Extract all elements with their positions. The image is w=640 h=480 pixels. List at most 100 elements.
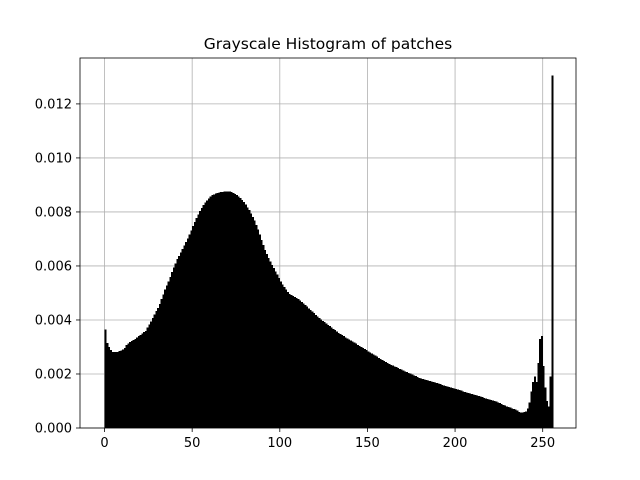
x-tick-label: 100: [267, 436, 292, 451]
histogram-bar: [132, 340, 135, 428]
histogram-bar: [437, 383, 440, 428]
histogram-bar: [416, 376, 419, 428]
histogram-bar: [241, 200, 244, 428]
histogram-bar: [488, 399, 491, 428]
histogram-bar: [449, 387, 452, 428]
histogram-bar: [346, 338, 349, 428]
histogram-bar: [297, 298, 300, 428]
histogram-bar: [528, 402, 531, 428]
plot-frame: [79, 57, 577, 429]
histogram-bar: [455, 389, 458, 428]
histogram-bar: [165, 285, 168, 428]
histogram-bar: [260, 239, 263, 428]
histogram-bar: [183, 245, 186, 428]
histogram-bar: [139, 334, 142, 428]
histogram-bar: [257, 229, 260, 428]
histogram-bar: [514, 409, 517, 428]
histogram-bar: [246, 207, 249, 428]
histogram-bar: [164, 289, 167, 428]
histogram-bar: [332, 328, 335, 428]
histogram-bar: [337, 332, 340, 428]
histogram-bar: [192, 225, 195, 428]
histogram-bar: [230, 192, 233, 428]
histogram-bar: [143, 332, 146, 428]
histogram-bar: [490, 399, 493, 428]
histogram-bar: [509, 407, 512, 428]
histogram-bar: [532, 382, 535, 428]
histogram-bar: [122, 349, 125, 428]
histogram-bar: [393, 366, 396, 428]
histogram-bar: [288, 293, 291, 428]
histogram-bar: [491, 400, 494, 428]
histogram-bar: [413, 375, 416, 428]
histogram-bar: [171, 271, 174, 428]
histogram-bar: [395, 367, 398, 428]
histogram-bar: [216, 193, 219, 428]
histogram-bar: [453, 388, 456, 428]
histogram-bar: [225, 191, 228, 428]
histogram-bar: [195, 218, 198, 428]
histogram-bar: [476, 395, 479, 428]
y-tick-label: 0.008: [35, 205, 72, 220]
histogram-bar: [169, 276, 172, 428]
histogram-bar: [435, 383, 438, 428]
histogram-bar: [400, 369, 403, 428]
y-tick-label: 0.002: [35, 367, 72, 382]
histogram-bar: [115, 352, 118, 428]
histogram-bar: [320, 319, 323, 428]
x-axis-ticks: 0 50 100 150 200 250: [100, 428, 555, 451]
histogram-bar: [200, 207, 203, 428]
histogram-bar: [418, 377, 421, 428]
histogram-bar: [414, 376, 417, 428]
histogram-bar: [344, 337, 347, 428]
histogram-bar: [178, 255, 181, 428]
histogram-bar: [314, 314, 317, 428]
histogram-bar: [411, 374, 414, 428]
histogram-bar: [127, 343, 130, 428]
histogram-bar: [199, 211, 202, 428]
histogram-bar: [539, 338, 542, 428]
histogram-bar: [432, 382, 435, 428]
histogram-bar: [179, 252, 182, 428]
histogram-bar: [525, 411, 528, 428]
histogram-bar: [444, 385, 447, 428]
histogram-bar: [157, 307, 160, 428]
histogram-bar: [355, 343, 358, 428]
y-tick-label: 0.010: [35, 151, 72, 166]
histogram-bar: [234, 194, 237, 428]
histogram-bar: [272, 268, 275, 428]
histogram-bar: [547, 406, 550, 428]
histogram-bar: [262, 245, 265, 428]
histogram-bar: [316, 316, 319, 428]
y-tick-label: 0.012: [35, 97, 72, 112]
histogram-bar: [339, 334, 342, 428]
histogram-bar: [160, 299, 163, 428]
histogram-bar: [530, 391, 533, 428]
histogram-bar: [467, 392, 470, 428]
histogram-bar: [158, 303, 161, 428]
histogram-bar: [409, 373, 412, 428]
histogram-bar: [134, 338, 137, 428]
histogram-bar: [214, 193, 217, 428]
histogram-bar: [342, 336, 345, 428]
histogram-bar: [244, 204, 247, 428]
histogram-bar: [153, 314, 156, 428]
histogram-bar: [204, 202, 207, 428]
histogram-bar: [330, 327, 333, 428]
histogram-bar: [519, 412, 522, 428]
histogram-bar: [507, 407, 510, 428]
histogram-bar: [511, 408, 514, 428]
histogram-bar: [463, 391, 466, 428]
histogram-bar: [383, 361, 386, 428]
histogram-bar: [397, 368, 400, 428]
histogram-bar: [293, 297, 296, 428]
histogram-bar: [540, 336, 543, 428]
histogram-bar: [425, 379, 428, 428]
histogram-bar: [207, 198, 210, 428]
histogram-bar: [188, 234, 191, 428]
x-tick-label: 250: [530, 436, 555, 451]
histogram-bar: [442, 385, 445, 428]
histogram-bar: [227, 191, 230, 428]
